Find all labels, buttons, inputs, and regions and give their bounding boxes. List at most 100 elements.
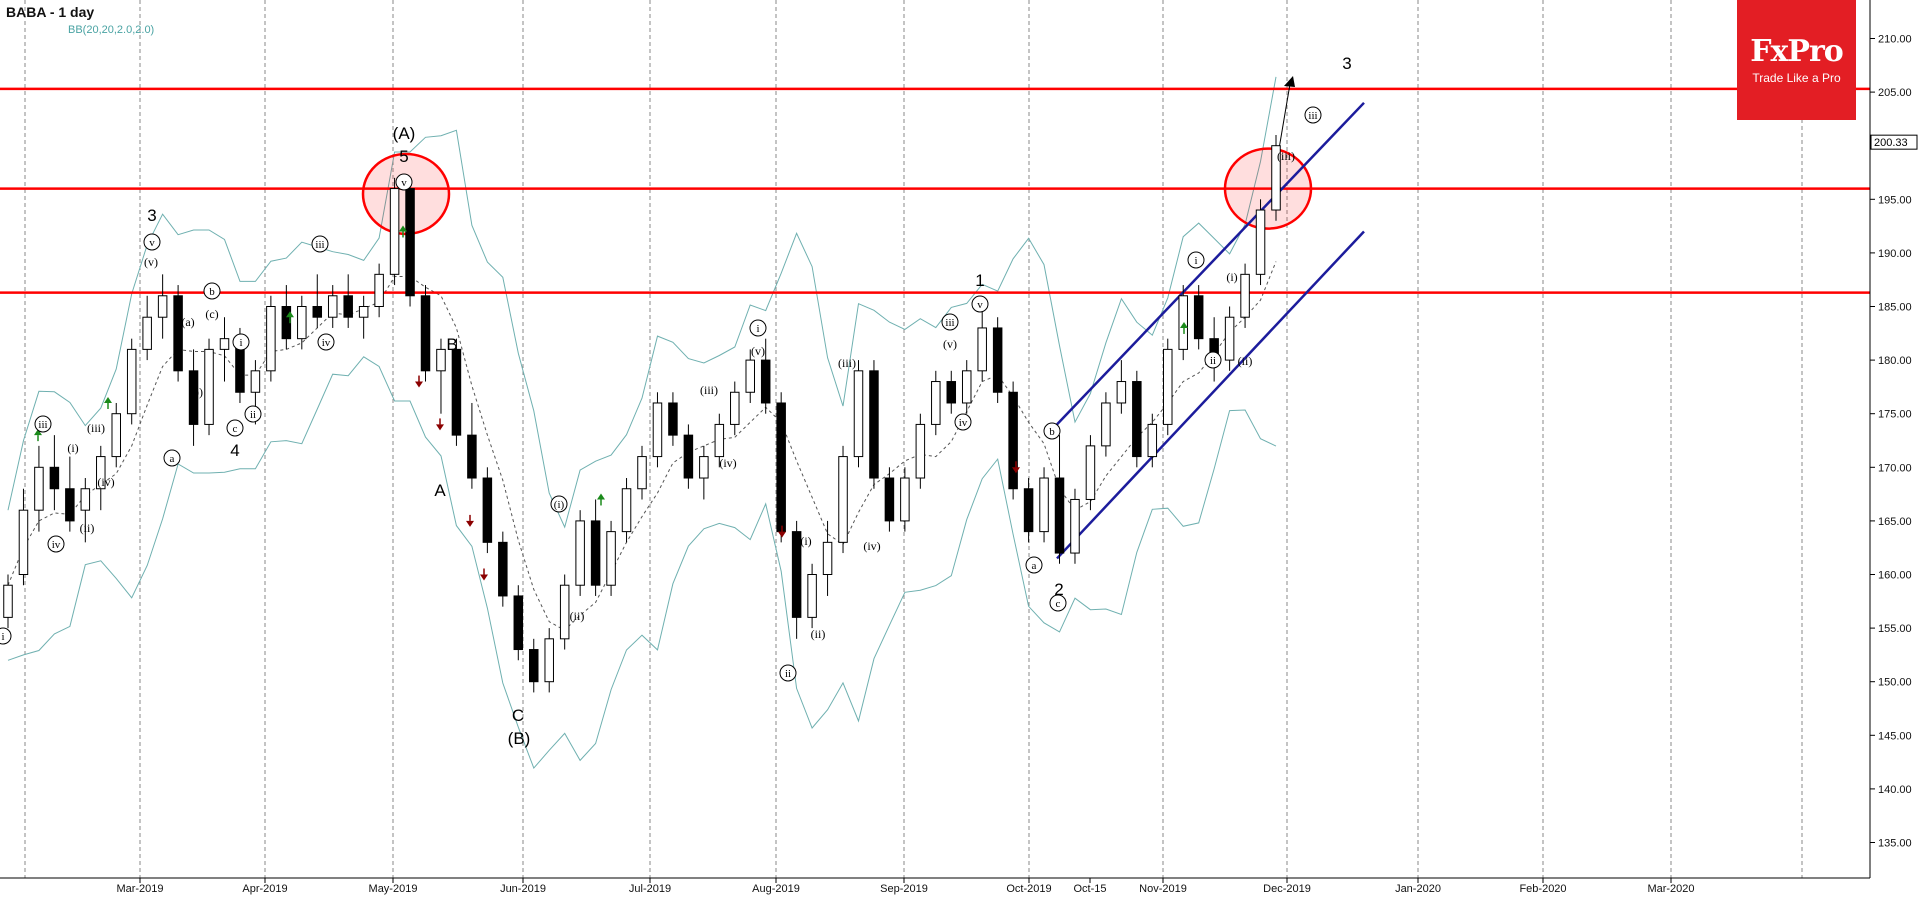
wave-label: (v) — [144, 255, 158, 269]
wave-label-circle — [232, 333, 250, 351]
x-tick-label: Oct-15 — [1073, 883, 1106, 895]
candle — [946, 370, 957, 414]
wave-label: (v) — [751, 344, 765, 358]
candle-body — [436, 348, 446, 372]
candle-body — [683, 434, 694, 479]
wave-label: c — [233, 423, 238, 435]
candle-body — [637, 456, 647, 490]
wave-label: iii — [315, 239, 324, 251]
y-tick-label: 155.00 — [1878, 623, 1912, 635]
candle-body — [1240, 273, 1250, 318]
candle — [49, 435, 60, 511]
bollinger-upper — [7, 76, 1277, 529]
candle — [1039, 467, 1049, 543]
wave-label: b — [209, 286, 215, 298]
candle — [1023, 478, 1034, 543]
candle-body — [1008, 391, 1018, 490]
y-tick-label: 140.00 — [1878, 784, 1912, 796]
candle-body — [1023, 488, 1034, 533]
wave-label: i — [1, 631, 4, 643]
highlight-circle — [1223, 147, 1313, 230]
candle — [1132, 370, 1142, 468]
wave-label: ii — [1210, 355, 1216, 367]
fxpro-logo: FxPro Trade Like a Pro — [1737, 0, 1856, 120]
candle — [513, 585, 524, 661]
candle — [1240, 263, 1250, 328]
candle — [204, 338, 214, 436]
bollinger-middle — [7, 261, 1277, 631]
candle-body — [745, 359, 755, 393]
candle-body — [467, 434, 477, 479]
candle — [389, 177, 400, 286]
wave-label: (i) — [1226, 270, 1237, 284]
candle-body — [266, 306, 276, 372]
candle-body — [451, 348, 462, 436]
candle-body — [1147, 423, 1158, 458]
wave-label-circle — [317, 333, 335, 351]
x-tick-label: Oct-2019 — [1006, 883, 1051, 895]
candle-body — [49, 466, 60, 490]
buy-arrow-icon — [1180, 321, 1188, 328]
sell-arrow-icon — [415, 381, 423, 388]
candle-body — [405, 188, 415, 297]
candle-body — [1039, 477, 1049, 533]
y-tick-label: 135.00 — [1878, 838, 1912, 850]
candle — [714, 413, 725, 468]
candle-body — [652, 402, 663, 458]
candle — [884, 467, 895, 532]
candle-body — [559, 584, 570, 640]
wave-label: 2 — [1054, 580, 1063, 599]
candle-body — [590, 520, 601, 586]
candle-body — [142, 316, 152, 350]
candle — [358, 295, 369, 339]
wave-label: iii — [945, 317, 954, 329]
candle-body — [900, 477, 910, 522]
candle — [420, 285, 431, 382]
x-tick-label: Feb-2020 — [1519, 883, 1566, 895]
candle-body — [219, 338, 230, 350]
sell-arrow-icon — [466, 520, 474, 527]
indicator-label: BB(20,20,2.0,2.0) — [68, 24, 155, 36]
sell-arrow-icon — [1012, 467, 1020, 474]
candle-body — [822, 541, 833, 576]
candle — [1147, 413, 1158, 468]
logo-slogan: Trade Like a Pro — [1752, 71, 1841, 85]
wave-label: (iii) — [838, 356, 856, 370]
candle-body — [3, 584, 13, 618]
channel-upper — [1056, 101, 1365, 426]
sell-arrow-icon — [480, 574, 488, 581]
candle — [776, 392, 786, 543]
candle — [1008, 381, 1018, 500]
candle-body — [1101, 402, 1111, 447]
candle-body — [173, 295, 183, 372]
wave-label: iii — [38, 419, 47, 431]
candle — [1224, 306, 1235, 371]
candle-body — [869, 370, 879, 479]
x-tick-label: Jul-2019 — [629, 883, 671, 895]
candle — [992, 317, 1003, 403]
wave-label: (iii) — [700, 383, 718, 397]
candle-body — [157, 295, 168, 318]
candle — [142, 295, 152, 361]
candle-body — [714, 423, 725, 458]
wave-label-circle — [163, 449, 181, 467]
wave-label: a — [170, 453, 175, 465]
candle — [1116, 360, 1127, 414]
candle — [1193, 285, 1204, 350]
wave-label: A — [434, 481, 446, 500]
candle-body — [1224, 316, 1235, 361]
candle — [791, 520, 802, 639]
candle-body — [807, 574, 817, 618]
wave-label-circle — [311, 235, 329, 253]
candle-body — [482, 477, 493, 543]
y-tick-label: 190.00 — [1878, 248, 1912, 260]
x-tick-label: Sep-2019 — [880, 883, 928, 895]
wave-label: iii — [1308, 110, 1317, 122]
wave-label: iv — [322, 337, 331, 349]
candle-body — [931, 381, 941, 425]
buy-arrow-icon — [34, 429, 42, 436]
x-tick-label: Apr-2019 — [242, 883, 287, 895]
wave-label-circle — [226, 419, 244, 437]
wave-label: i — [1194, 255, 1197, 267]
wave-label: 3 — [147, 206, 156, 225]
